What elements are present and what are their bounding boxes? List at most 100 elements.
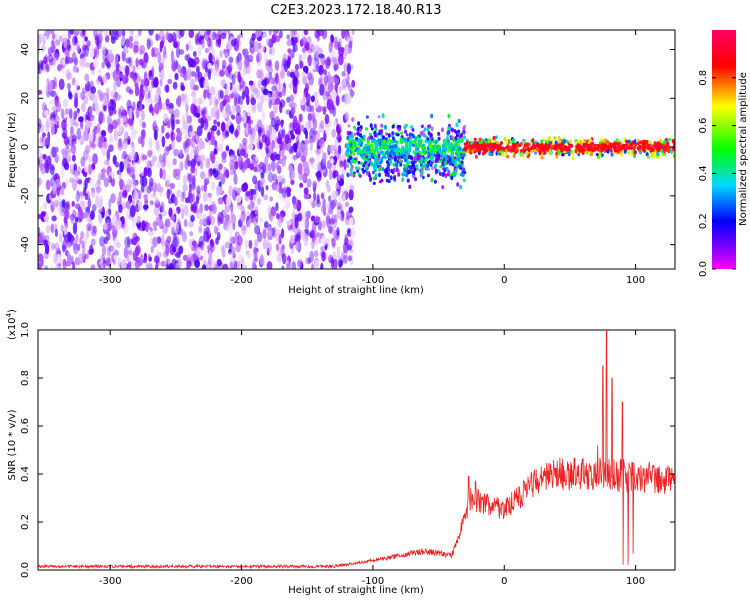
spectrogram-cell	[574, 140, 578, 145]
spectrogram-cell	[391, 131, 395, 135]
spectrogram-cell	[236, 201, 243, 210]
spectrogram-cell	[223, 99, 227, 106]
spectrogram-cell	[305, 210, 311, 220]
spectrogram-cell	[362, 134, 366, 139]
spectrogram-cell	[92, 94, 98, 105]
spectrogram-cell	[108, 53, 115, 63]
spectrogram-cell	[316, 231, 321, 238]
spectrogram-cell	[378, 166, 382, 171]
spectrogram-cell	[646, 145, 650, 150]
spectrogram-cell	[267, 205, 272, 214]
spectrogram-cell	[282, 53, 288, 64]
spectrogram-cell	[434, 170, 438, 175]
spectrogram-cell	[97, 213, 102, 223]
spectrogram-cell	[234, 129, 239, 138]
spectrogram-cell	[539, 144, 543, 149]
spectrogram-cell	[252, 175, 258, 185]
spectrogram-cell	[451, 171, 455, 176]
spectrogram-cell	[278, 192, 282, 200]
spectrogram-cell	[201, 38, 205, 49]
spectrogram-cell	[101, 113, 106, 124]
spectrogram-cell	[376, 160, 380, 165]
spectrogram-cell	[574, 149, 578, 153]
spectrogram-cell	[147, 167, 152, 178]
spectrogram-cell	[521, 152, 524, 157]
spectrogram-cell	[256, 69, 262, 79]
spectrogram-cell	[204, 158, 208, 166]
spectrogram-cell	[300, 211, 306, 221]
spectrogram-cell	[430, 151, 434, 155]
spectrogram-cell	[205, 159, 210, 166]
spectrogram-cell	[228, 235, 234, 246]
spectrogram-cell	[297, 162, 303, 175]
spectrogram-cell	[185, 43, 189, 52]
spectrogram-cell	[285, 262, 290, 269]
spectrogram-cell	[268, 30, 272, 36]
spectrogram-cell	[412, 134, 415, 139]
spectrogram-cell	[341, 188, 347, 196]
spectrogram-cell	[103, 95, 108, 106]
spectrogram-cell	[90, 44, 95, 57]
spectrogram-cell	[47, 80, 54, 90]
spectrogram-cell	[184, 80, 188, 87]
spectrogram-cell	[619, 152, 623, 156]
spectrogram-cell	[277, 165, 282, 174]
spectrogram-cell	[346, 164, 350, 168]
spectrogram-cell	[119, 178, 124, 191]
spectrogram-cell	[558, 139, 562, 144]
y-tick-label: -40	[20, 236, 31, 252]
spectrogram-cell	[429, 163, 433, 167]
spectrogram-cell	[147, 222, 151, 230]
spectrogram-cell	[292, 92, 297, 99]
spectrogram-cell	[301, 36, 308, 46]
spectrogram-cell	[308, 70, 314, 79]
spectrogram-cell	[257, 94, 261, 104]
spectrogram-cell	[317, 161, 323, 174]
spectrogram-cell	[281, 129, 286, 138]
spectrogram-cell	[97, 75, 102, 82]
spectrogram-cell	[501, 152, 504, 157]
spectrogram-cell	[146, 262, 153, 269]
spectrogram-cell	[39, 141, 45, 151]
spectrogram-cell	[584, 147, 588, 152]
spectrogram-cell	[202, 191, 208, 203]
spectrogram-cell	[128, 151, 134, 161]
spectrogram-cell	[359, 133, 363, 138]
spectrogram-cell	[162, 169, 166, 181]
spectrogram-cell	[544, 142, 548, 147]
spectrogram-cell	[401, 177, 405, 182]
spectrogram-cell	[230, 211, 234, 220]
spectrogram-cell	[536, 147, 539, 152]
spectrogram-cell	[253, 137, 259, 144]
spectrogram-cell	[343, 252, 348, 264]
spectrogram-cell	[224, 51, 229, 59]
spectrogram-cell	[78, 116, 84, 123]
spectrogram-cell	[346, 82, 351, 88]
spectrogram-cell	[200, 184, 205, 192]
spectrogram-cell	[137, 30, 142, 37]
spectrogram-cell	[183, 142, 189, 154]
spectrogram-cell	[134, 236, 141, 242]
spectrogram-cell	[429, 143, 433, 149]
spectrogram-cell	[221, 59, 227, 69]
spectrogram-cell	[378, 157, 382, 161]
spectrogram-cell	[129, 166, 135, 178]
spectrogram-cell	[659, 142, 663, 146]
spectrogram-cell	[78, 208, 84, 220]
spectrogram-cell	[54, 154, 59, 164]
spectrogram-cell	[560, 148, 564, 153]
spectrogram-cell	[326, 202, 332, 211]
spectrogram-cell	[267, 171, 274, 183]
spectrogram-cell	[306, 250, 310, 258]
spectrogram-cell	[392, 136, 395, 141]
spectrogram-cell	[606, 140, 610, 144]
spectrogram-cell	[441, 153, 445, 159]
spectrogram-cell	[143, 52, 149, 64]
spectrogram-cell	[656, 151, 660, 157]
spectrogram-cell	[387, 133, 391, 138]
spectrogram-cell	[196, 185, 201, 195]
spectrogram-cell	[272, 30, 279, 35]
spectrogram-cell	[225, 111, 230, 119]
spectrogram-cell	[48, 59, 54, 66]
spectrogram-cell	[213, 148, 218, 155]
